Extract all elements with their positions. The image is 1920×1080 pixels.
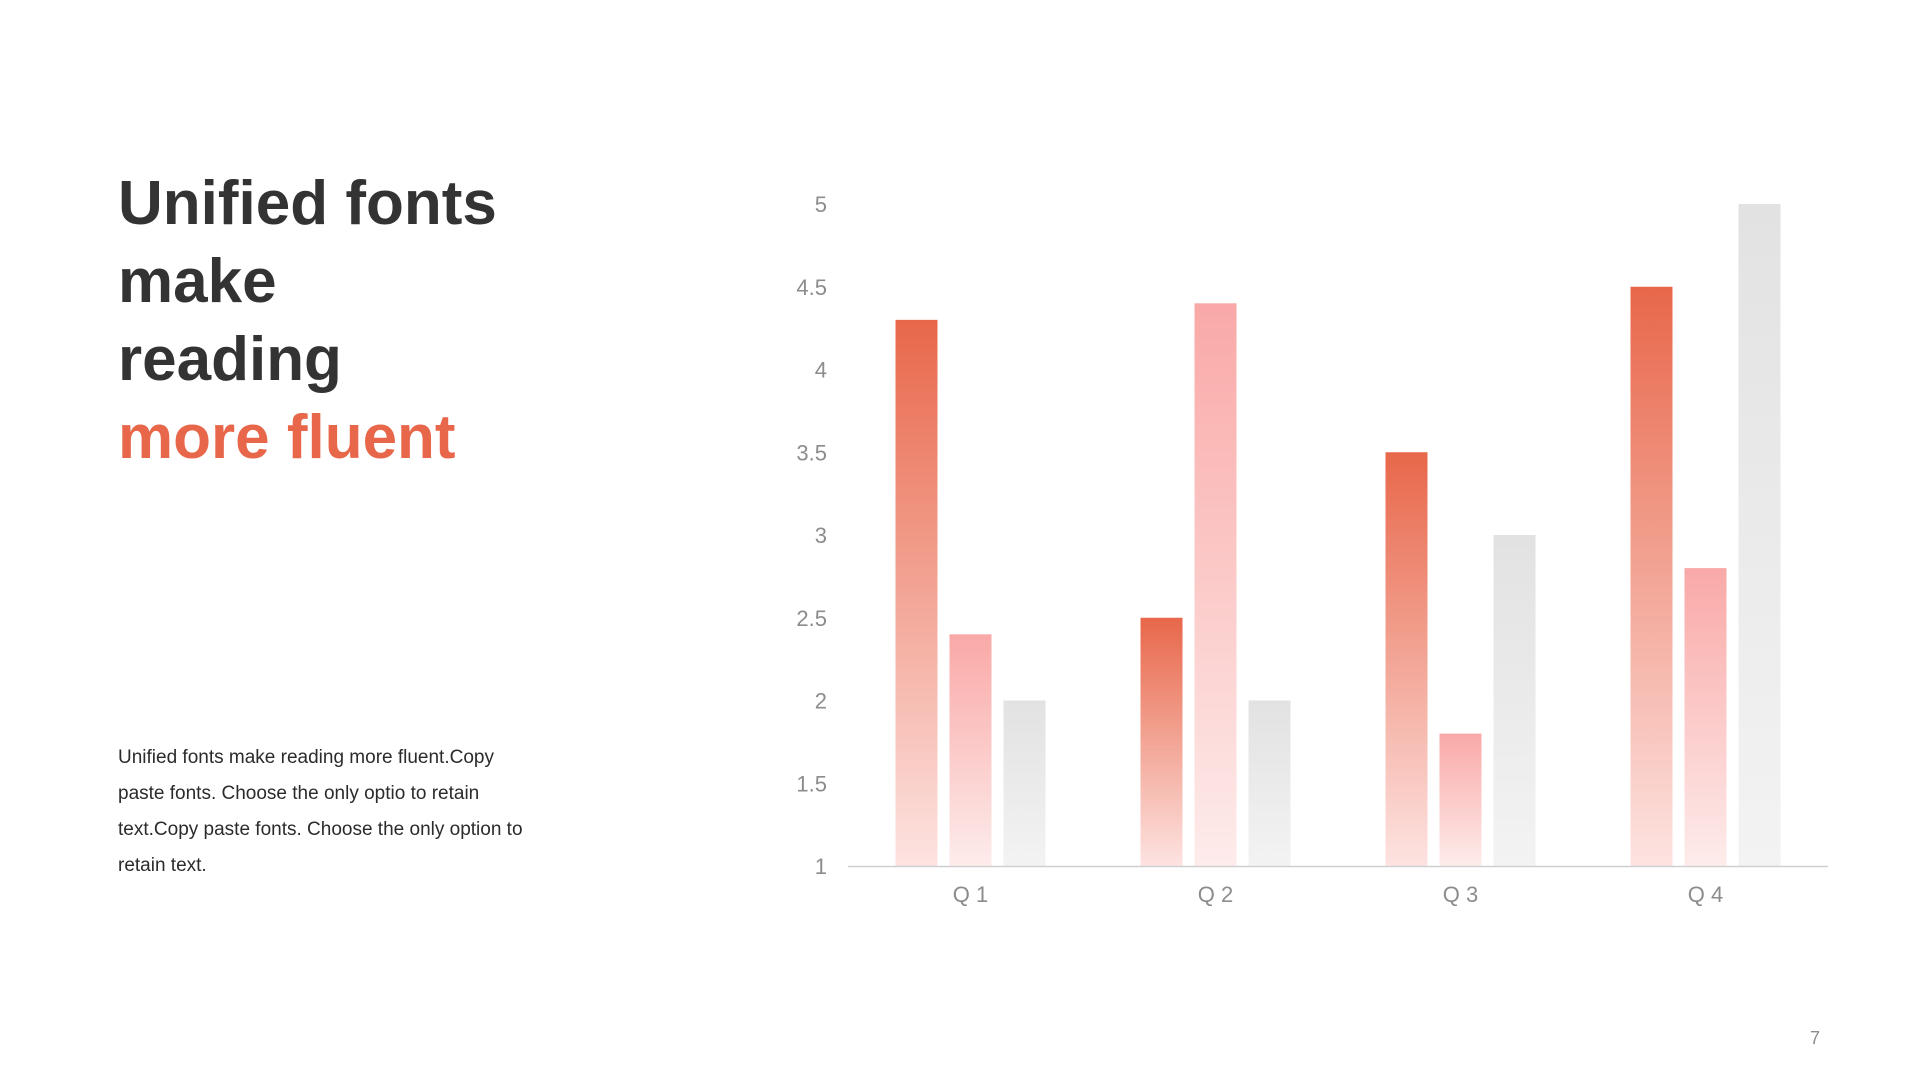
bar-q2-series-3 [1248, 700, 1291, 866]
x-tick-label: Q 2 [1198, 882, 1233, 907]
x-tick-label: Q 3 [1443, 882, 1478, 907]
title-accent-line: more fluent [118, 403, 456, 472]
y-tick-label: 3 [815, 523, 827, 548]
body-text: Unified fonts make reading more fluent.C… [118, 747, 523, 876]
bar-q2-series-2 [1194, 303, 1237, 866]
y-tick-label: 2 [815, 689, 827, 714]
y-tick-label: 5 [815, 192, 827, 217]
title-line-1: Unified fonts [118, 169, 497, 238]
y-tick-label: 2.5 [796, 606, 827, 631]
bar-q2-series-1 [1140, 617, 1183, 866]
y-tick-label: 1.5 [796, 771, 827, 796]
bar-q4-series-2 [1684, 568, 1727, 866]
y-tick-label: 1 [815, 854, 827, 879]
y-tick-label: 4.5 [796, 275, 827, 300]
x-axis-ticks: Q 1 Q 2 Q 3 Q 4 [953, 882, 1723, 907]
title-line-2: make [118, 247, 277, 316]
y-tick-label: 4 [815, 358, 827, 383]
chart-bars [895, 204, 1781, 867]
bar-q3-series-1 [1385, 452, 1428, 866]
x-tick-label: Q 4 [1688, 882, 1723, 907]
title-line-3: reading [118, 325, 342, 394]
bar-q4-series-1 [1630, 286, 1673, 866]
bar-q1-series-3 [1003, 700, 1046, 866]
page-number: 7 [1809, 1028, 1820, 1048]
bar-q4-series-3 [1738, 204, 1781, 866]
bar-q3-series-2 [1439, 733, 1482, 866]
bar-q3-series-3 [1493, 535, 1536, 866]
bar-q1-series-2 [949, 634, 992, 866]
slide-title: Unified fonts make reading more fluent [118, 165, 638, 477]
x-tick-label: Q 1 [953, 882, 988, 907]
y-axis-ticks: 1 1.5 2 2.5 3 3.5 4 4.5 5 [796, 192, 827, 879]
bar-q1-series-1 [895, 319, 938, 867]
y-tick-label: 3.5 [796, 440, 827, 465]
